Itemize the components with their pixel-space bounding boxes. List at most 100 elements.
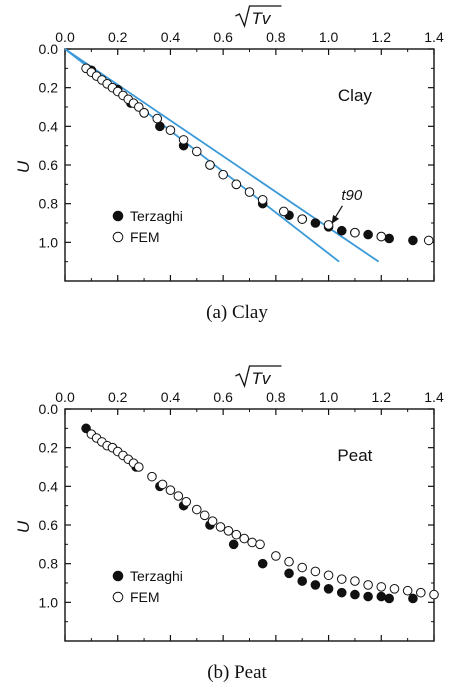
x-tick-label: 0.4 [161, 29, 181, 45]
data-point-fem [244, 187, 255, 197]
data-point-fem [173, 491, 184, 501]
data-point-fem [215, 522, 226, 532]
data-point-fem [231, 529, 242, 540]
x-tick-label: 0.8 [266, 29, 286, 45]
data-point-fem [191, 504, 202, 515]
data-point-fem [429, 589, 439, 600]
data-point-fem [297, 214, 308, 224]
series-fem [86, 429, 439, 600]
data-point-fem [231, 179, 242, 190]
data-point-terzaghi [384, 233, 394, 244]
data-point-fem [271, 551, 281, 561]
data-point-fem [350, 576, 360, 586]
y-tick-label: 0.8 [39, 556, 59, 572]
data-point-fem [416, 587, 426, 598]
data-point-fem [147, 471, 157, 482]
chart-panel-clay: 0.0 0.2 0.4 0.6 0.8 1.0 1.2 1.4 0.0 0.2 0.4 0.6 0.8 1… [14, 5, 444, 323]
data-point-fem [218, 169, 228, 180]
data-point-fem [205, 160, 215, 170]
figure-caption: (b) Peat [207, 662, 267, 683]
y-tick-label: 0.4 [39, 118, 59, 134]
figure-caption: (a) Clay [206, 302, 268, 323]
data-point-terzaghi [310, 218, 321, 228]
y-tick-label: 0.0 [39, 41, 59, 57]
data-point-terzaghi [350, 589, 360, 600]
data-point-fem [239, 533, 250, 544]
legend-label-fem: FEM [130, 589, 160, 605]
data-point-fem [323, 570, 334, 581]
data-point-fem [376, 231, 387, 242]
legend-marker-terzaghi [112, 210, 124, 222]
data-point-terzaghi [363, 591, 373, 602]
annotation-label: t90 [341, 187, 363, 204]
data-point-terzaghi [228, 539, 239, 550]
data-point-fem [423, 235, 434, 246]
data-point-fem [389, 584, 400, 594]
legend-label-terzaghi: Terzaghi [130, 568, 183, 584]
data-point-fem [255, 539, 265, 550]
data-point-fem [178, 135, 189, 145]
y-tick-label: 0.0 [39, 401, 59, 417]
data-point-terzaghi [376, 591, 387, 602]
legend-label-terzaghi: Terzaghi [130, 208, 183, 224]
y-tick-label: 0.2 [39, 440, 59, 456]
x-tick-label: 1.0 [319, 29, 339, 45]
x-tick-label: 0.4 [161, 389, 181, 405]
x-tick-label: 1.2 [372, 389, 392, 405]
data-point-fem [134, 462, 144, 472]
data-point-fem [157, 479, 168, 490]
x-tick-label: 1.2 [372, 29, 392, 45]
chart-panel-peat: 0.0 0.2 0.4 0.6 0.8 1.0 1.2 1.4 0.0 0.2 0.4 0.6 0.8 1… [14, 365, 444, 683]
data-point-fem [181, 497, 192, 507]
data-point-terzaghi [310, 580, 321, 590]
annotation-arrowhead [331, 214, 340, 224]
data-point-fem [165, 125, 176, 135]
data-point-fem [223, 526, 234, 536]
data-point-fem [139, 108, 149, 118]
data-point-fem [257, 195, 268, 205]
legend-marker-fem [112, 591, 124, 603]
panel-label: Clay [338, 86, 373, 105]
y-axis-label: U [14, 160, 33, 173]
x-tick-label: 1.4 [424, 389, 444, 405]
x-tick-label: 0.2 [108, 29, 128, 45]
data-point-terzaghi [297, 576, 308, 586]
y-tick-label: 0.8 [39, 196, 59, 212]
data-point-terzaghi [363, 229, 373, 240]
legend-marker-terzaghi [112, 570, 124, 582]
legend-marker-fem [112, 231, 124, 243]
data-point-fem [134, 102, 144, 112]
x-tick-label: 0.8 [266, 389, 286, 405]
data-point-fem [247, 537, 257, 548]
data-point-fem [376, 582, 387, 592]
x-tick-label: 1.0 [319, 389, 339, 405]
data-point-fem [284, 556, 294, 567]
plot-frame [64, 48, 435, 282]
data-point-terzaghi [384, 593, 394, 604]
data-point-fem [363, 580, 373, 590]
x-tick-label: 1.4 [424, 29, 444, 45]
data-point-terzaghi [323, 584, 334, 594]
data-point-fem [152, 113, 163, 124]
data-point-fem [207, 516, 218, 526]
data-point-terzaghi [408, 235, 418, 246]
x-tick-label: 0.6 [213, 389, 233, 405]
plot-frame [64, 408, 435, 642]
data-point-fem [336, 574, 347, 584]
data-point-fem [297, 562, 308, 573]
x-axis-label: Tv [252, 9, 272, 28]
y-tick-label: 0.2 [39, 80, 59, 96]
data-point-fem [165, 485, 176, 496]
x-axis-label: Tv [252, 369, 272, 388]
data-point-terzaghi [81, 423, 91, 434]
data-point-fem [310, 566, 321, 577]
x-axis-label-radical [235, 365, 282, 389]
data-point-fem [350, 227, 360, 238]
y-axis-label: U [14, 520, 33, 533]
panel-label: Peat [337, 446, 372, 465]
data-point-terzaghi [336, 225, 347, 236]
x-tick-label: 0.2 [108, 389, 128, 405]
legend-label-fem: FEM [130, 229, 160, 245]
y-tick-label: 1.0 [39, 234, 59, 250]
